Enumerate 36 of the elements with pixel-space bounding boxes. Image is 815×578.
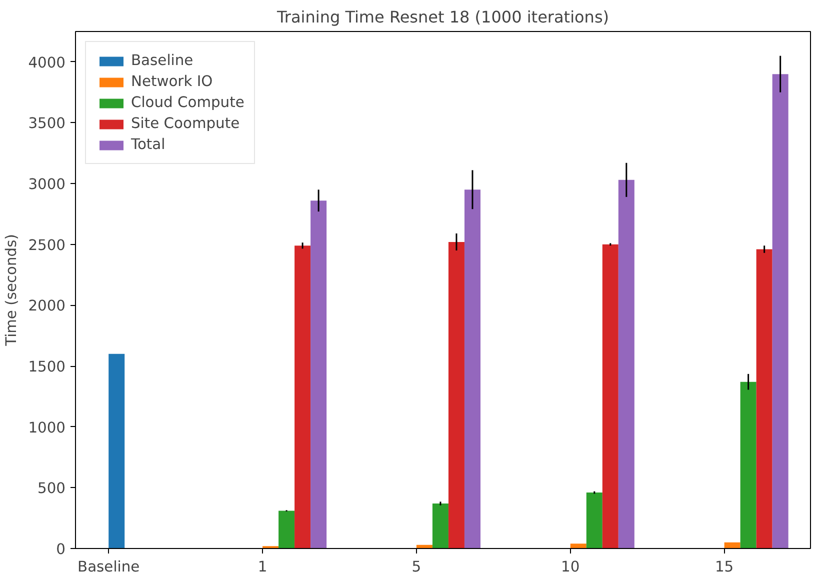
- bar: [772, 74, 788, 548]
- legend-label: Network IO: [131, 73, 213, 90]
- legend-label: Cloud Compute: [131, 94, 244, 111]
- bar: [756, 249, 772, 548]
- chart-title: Training Time Resnet 18 (1000 iterations): [276, 8, 610, 26]
- legend-label: Total: [131, 136, 166, 153]
- bar: [310, 200, 327, 548]
- y-tick-label: 4000: [28, 54, 66, 72]
- y-tick-label: 0: [56, 541, 66, 558]
- y-tick-label: 2000: [28, 298, 66, 315]
- y-axis-title: Time (seconds): [3, 234, 20, 347]
- bar: [618, 180, 634, 548]
- bar: [432, 503, 448, 548]
- bar: [586, 492, 602, 548]
- bar: [740, 382, 756, 548]
- bar: [724, 542, 740, 548]
- bar: [464, 190, 480, 548]
- x-tick-label: 15: [714, 558, 734, 576]
- y-tick-label: 500: [38, 480, 66, 498]
- x-tick-label: Baseline: [78, 558, 140, 576]
- x-tick-label: 5: [412, 558, 422, 576]
- x-tick-label: 1: [258, 558, 268, 576]
- bar: [448, 242, 464, 548]
- bar: [570, 544, 586, 548]
- legend-label: Baseline: [131, 52, 194, 69]
- legend-label: Site Coompute: [131, 115, 240, 132]
- y-tick-label: 2500: [28, 236, 66, 254]
- y-tick-label: 1500: [28, 358, 66, 376]
- bar: [278, 510, 295, 548]
- y-tick-label: 3000: [28, 176, 66, 194]
- y-tick-label: 1000: [28, 419, 66, 436]
- y-tick-label: 3500: [28, 115, 66, 132]
- bar: [294, 246, 311, 548]
- bar: [108, 354, 125, 548]
- bar: [602, 244, 618, 548]
- x-tick-label: 10: [561, 558, 580, 576]
